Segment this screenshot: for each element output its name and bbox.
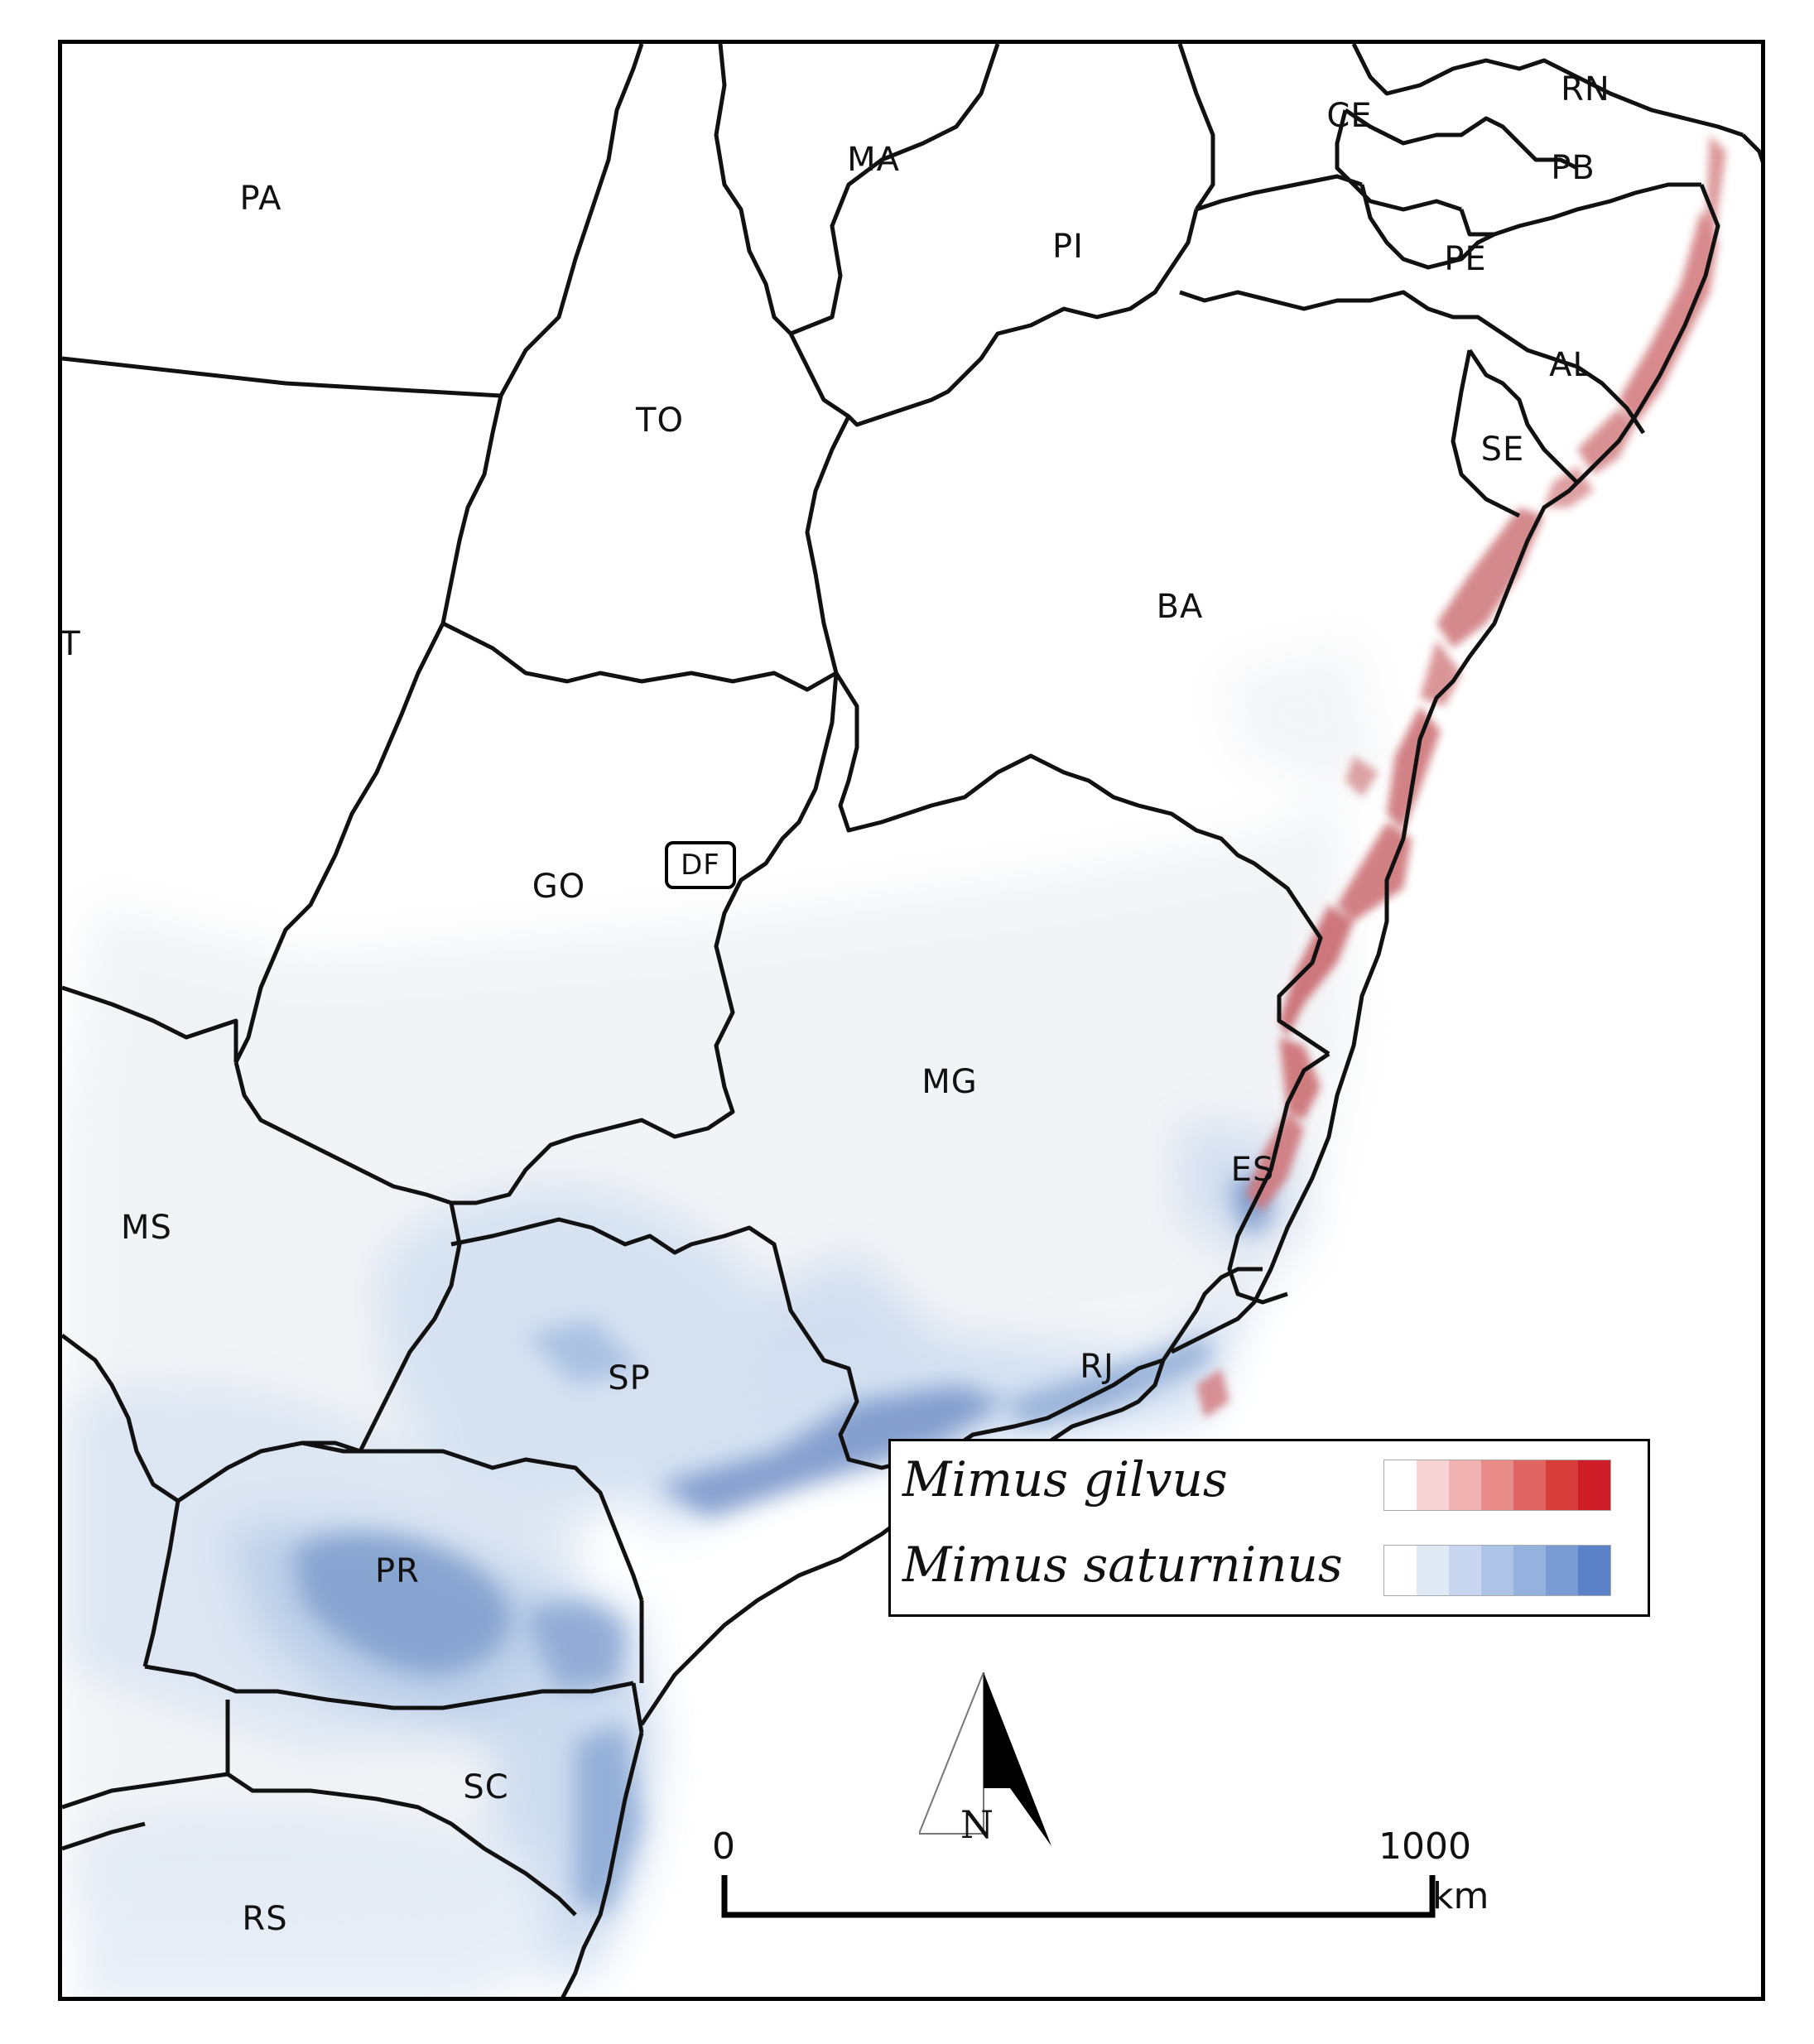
legend-swatch [1417, 1460, 1449, 1510]
legend: Mimus gilvus Mimus saturninus [888, 1439, 1650, 1617]
state-label-to: TO [636, 402, 684, 440]
legend-swatch [1449, 1546, 1481, 1595]
state-label-pb: PB [1551, 149, 1595, 187]
scale-bar: 0 1000 km [658, 1825, 1494, 1941]
state-label-df: DF [681, 849, 720, 882]
legend-swatch [1449, 1460, 1481, 1510]
state-label-go: GO [532, 868, 586, 906]
scale-start-label: 0 [712, 1825, 735, 1868]
legend-ramp-mimus-saturninus [1383, 1545, 1611, 1596]
state-label-rn: RN [1561, 70, 1610, 108]
north-arrow-icon: N [919, 1672, 1051, 1847]
legend-ramp-mimus-gilvus [1383, 1460, 1611, 1511]
state-label-mg: MG [921, 1063, 978, 1101]
legend-swatch [1546, 1546, 1578, 1595]
map-canvas[interactable] [62, 44, 1765, 2001]
legend-label-mimus-saturninus: Mimus saturninus [902, 1537, 1343, 1593]
north-label: N [960, 1802, 994, 1847]
state-label-al: AL [1549, 346, 1592, 384]
legend-row-mimus-saturninus: Mimus saturninus [902, 1537, 1636, 1603]
state-label-ms: MS [121, 1209, 172, 1247]
legend-swatch [1578, 1546, 1610, 1595]
map-frame: PA MA CE RN PB PE PI AL SE TO BA T GO DF… [58, 40, 1765, 2001]
legend-label-mimus-gilvus: Mimus gilvus [902, 1451, 1228, 1508]
legend-swatch [1481, 1460, 1513, 1510]
state-label-rs: RS [242, 1900, 288, 1938]
scale-end-label: 1000 [1379, 1825, 1471, 1868]
df-box [665, 841, 736, 889]
state-label-es: ES [1230, 1151, 1275, 1189]
state-label-pi: PI [1052, 228, 1084, 266]
state-label-se: SE [1480, 430, 1525, 469]
scale-bar-line [721, 1875, 1436, 1918]
scale-unit-label: km [1432, 1875, 1489, 1917]
legend-swatch [1513, 1546, 1546, 1595]
legend-swatch [1384, 1546, 1417, 1595]
legend-swatch [1578, 1460, 1610, 1510]
mimus-saturninus-range [70, 1120, 1304, 1997]
state-label-sp: SP [608, 1359, 651, 1397]
state-label-ma: MA [847, 141, 900, 179]
legend-swatch [1384, 1460, 1417, 1510]
state-label-ba: BA [1156, 588, 1204, 626]
legend-swatch [1481, 1546, 1513, 1595]
legend-swatch [1546, 1460, 1578, 1510]
state-label-sc: SC [463, 1768, 509, 1806]
state-label-pr: PR [375, 1552, 420, 1590]
state-label-pa: PA [239, 180, 282, 218]
state-label-t: T [60, 625, 81, 663]
state-label-pe: PE [1444, 240, 1487, 278]
legend-swatch [1513, 1460, 1546, 1510]
state-label-rj: RJ [1080, 1348, 1114, 1386]
legend-row-mimus-gilvus: Mimus gilvus [902, 1451, 1636, 1517]
state-label-ce: CE [1326, 97, 1373, 135]
legend-swatch [1417, 1546, 1449, 1595]
